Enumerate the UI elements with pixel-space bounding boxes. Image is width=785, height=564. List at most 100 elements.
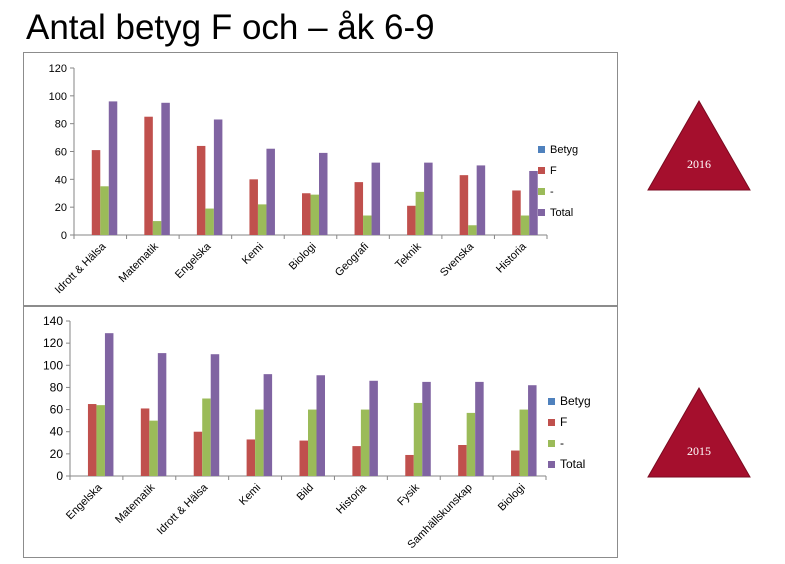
- page-title: Antal betyg F och – åk 6-9: [26, 8, 435, 47]
- x-tick-label: Idrott & Hälsa: [53, 240, 109, 296]
- x-tick-label: Kemi: [237, 482, 263, 508]
- bar-total: [476, 165, 486, 235]
- legend-label: -: [550, 186, 554, 198]
- y-tick-label: 120: [49, 63, 67, 75]
- bar-total: [369, 380, 378, 476]
- y-tick-label: 60: [55, 147, 67, 159]
- bar-f: [193, 431, 203, 476]
- y-tick-label: 140: [43, 314, 63, 328]
- chart-2015-svg: 0 20 40 60 80 100 120 140 Engelska MatematikIdrot…: [43, 314, 591, 551]
- bar-f: [405, 454, 414, 476]
- bar-total: [528, 385, 537, 476]
- year-badge-2016: 2016: [646, 100, 752, 192]
- bar-total: [104, 333, 114, 476]
- bar-dash: [310, 194, 319, 235]
- bar-f: [511, 450, 520, 476]
- bar-total: [157, 353, 167, 476]
- legend-swatch: [538, 146, 545, 153]
- bar-dash: [520, 215, 530, 235]
- bar-dash: [96, 405, 105, 476]
- x-tick-label: Biologi: [496, 482, 528, 514]
- triangle-icon: [647, 100, 751, 191]
- bar-total: [213, 119, 223, 235]
- bar-total: [422, 381, 431, 476]
- bar-dash: [468, 225, 477, 235]
- y-tick-label: 20: [50, 447, 64, 461]
- y-tick-label: 0: [61, 230, 67, 242]
- triangle-icon: [647, 387, 751, 478]
- legend-swatch: [548, 398, 555, 405]
- x-tick-label: Historia: [334, 481, 369, 516]
- x-tick-label: Matematik: [117, 240, 162, 285]
- bar-f: [458, 445, 467, 476]
- legend-label: F: [550, 165, 557, 177]
- bar-f: [302, 193, 311, 235]
- bar-dash: [149, 420, 158, 476]
- bar-f: [144, 116, 153, 235]
- bar-dash: [255, 409, 264, 476]
- y-tick-label: 80: [50, 380, 64, 394]
- year-badge-label: 2015: [687, 444, 711, 458]
- year-badge-2015: 2015: [646, 387, 752, 479]
- bar-total: [263, 374, 273, 476]
- bar-dash: [413, 402, 423, 476]
- legend-label: Total: [550, 207, 573, 219]
- bar-f: [512, 190, 521, 235]
- legend-swatch: [538, 188, 545, 195]
- y-tick-label: 20: [55, 202, 67, 214]
- legend-swatch: [538, 209, 545, 216]
- bar-f: [91, 150, 101, 235]
- bar-total: [210, 354, 220, 476]
- bar-dash: [363, 215, 372, 235]
- x-tick-label: Historia: [494, 240, 529, 275]
- bar-f: [299, 440, 308, 476]
- y-tick-label: 80: [55, 119, 67, 131]
- bar-dash: [519, 409, 529, 476]
- x-tick-label: Teknik: [393, 240, 424, 271]
- x-tick-label: Kemi: [240, 241, 266, 267]
- bar-total: [424, 162, 433, 235]
- bar-dash: [308, 409, 317, 476]
- x-tick-label: Geografi: [333, 241, 371, 279]
- x-tick-label: Bild: [295, 482, 316, 503]
- x-tick-label: Matematik: [113, 481, 158, 526]
- bar-dash: [152, 221, 162, 235]
- bar-total: [108, 101, 118, 236]
- legend-label: Betyg: [560, 394, 591, 408]
- bar-dash: [100, 186, 109, 235]
- bar-total: [319, 152, 328, 235]
- x-tick-label: Idrott & Hälsa: [155, 481, 211, 537]
- bar-dash: [202, 398, 211, 476]
- bar-f: [459, 175, 469, 235]
- chart-2015: 0 20 40 60 80 100 120 140 Engelska Matematik Idrot…: [23, 306, 618, 558]
- legend-label: F: [560, 415, 567, 429]
- chart-2016: 0 20 40 60 80 100 120 Idrott & Hälsa Matematik En…: [23, 52, 618, 306]
- bar-dash: [257, 204, 267, 235]
- y-tick-label: 100: [49, 91, 67, 103]
- x-tick-label: Svenska: [438, 240, 477, 279]
- y-tick-label: 40: [55, 174, 67, 186]
- bar-f: [352, 446, 361, 476]
- legend-label: Total: [560, 457, 585, 471]
- legend-swatch: [548, 461, 555, 468]
- y-tick-label: 40: [50, 425, 64, 439]
- x-tick-label: Engelska: [64, 481, 105, 522]
- legend-label: Betyg: [550, 144, 578, 156]
- year-badge-label: 2016: [687, 157, 711, 171]
- bar-f: [354, 182, 364, 235]
- bar-dash: [360, 409, 370, 476]
- legend-swatch: [548, 419, 555, 426]
- bar-dash: [466, 412, 476, 476]
- bar-total: [371, 162, 381, 235]
- y-tick-label: 60: [50, 403, 64, 417]
- bar-total: [316, 375, 325, 476]
- y-tick-label: 100: [43, 358, 63, 372]
- bar-total: [266, 148, 275, 235]
- bar-f: [407, 205, 416, 235]
- x-tick-label: Fysik: [395, 481, 422, 508]
- legend-label: -: [560, 436, 564, 450]
- bar-f: [249, 179, 258, 235]
- y-tick-label: 0: [56, 469, 63, 483]
- bar-f: [87, 404, 97, 476]
- x-tick-label: Engelska: [173, 240, 214, 281]
